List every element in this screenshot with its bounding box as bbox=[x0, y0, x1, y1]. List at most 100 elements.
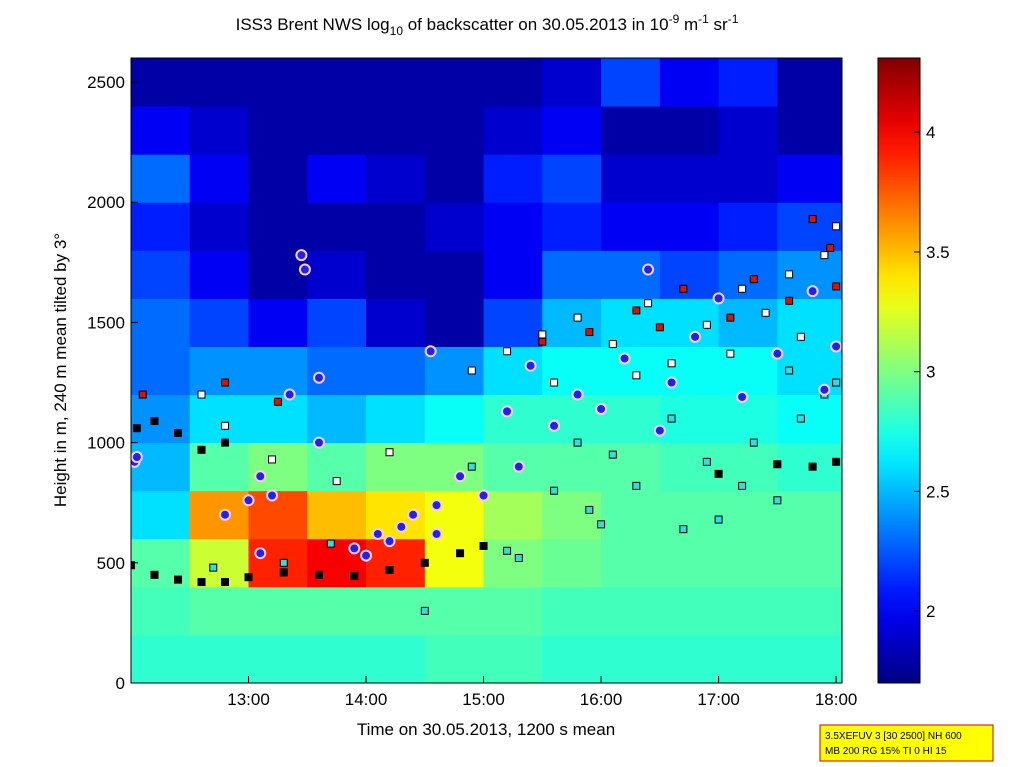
heat-cell bbox=[777, 538, 842, 588]
square-marker bbox=[667, 414, 676, 423]
square-marker bbox=[197, 390, 206, 399]
heat-cell bbox=[718, 394, 778, 444]
circle-marker bbox=[830, 340, 842, 353]
square-marker bbox=[315, 570, 324, 579]
heat-cell bbox=[718, 538, 778, 588]
circle-marker bbox=[424, 345, 437, 358]
square-marker bbox=[832, 457, 841, 466]
circle-marker bbox=[298, 263, 311, 276]
heat-cell bbox=[483, 106, 543, 155]
heat-cell bbox=[718, 202, 778, 251]
heat-cell bbox=[777, 106, 842, 155]
heat-cell bbox=[659, 586, 720, 636]
square-marker bbox=[244, 573, 253, 582]
heat-cell bbox=[542, 202, 602, 251]
annotation: 3.5XEFUV 3 [30 2500] NH 600 bbox=[825, 731, 962, 742]
square-marker bbox=[456, 549, 465, 558]
square-marker bbox=[573, 438, 582, 447]
heat-cell bbox=[777, 58, 842, 107]
heat-cell bbox=[424, 634, 485, 683]
square-marker bbox=[197, 445, 206, 454]
square-marker bbox=[538, 330, 547, 339]
heat-cell bbox=[601, 58, 661, 107]
circle-marker bbox=[348, 542, 361, 555]
heat-cell bbox=[601, 586, 661, 636]
heat-cell bbox=[131, 634, 191, 683]
heat-cell bbox=[659, 250, 720, 299]
square-marker bbox=[820, 251, 829, 260]
heat-cell bbox=[659, 538, 720, 588]
square-marker bbox=[273, 397, 282, 406]
heat-cell bbox=[659, 634, 720, 683]
square-marker bbox=[655, 323, 664, 332]
heat-cell bbox=[777, 202, 842, 251]
colorbar-tick-label: 4 bbox=[926, 123, 935, 142]
heat-cell bbox=[131, 442, 191, 492]
heat-cell bbox=[131, 58, 191, 107]
heat-cell bbox=[542, 58, 602, 107]
heat-cell bbox=[659, 154, 720, 203]
heat-cell bbox=[483, 58, 543, 107]
square-marker bbox=[385, 448, 394, 457]
x-tick-label: 17:00 bbox=[697, 690, 740, 709]
heat-cell bbox=[366, 250, 426, 299]
heat-cell bbox=[483, 394, 543, 444]
heat-cell bbox=[483, 250, 543, 299]
circle-marker bbox=[313, 371, 326, 384]
square-marker bbox=[644, 299, 653, 308]
heat-cell bbox=[189, 154, 250, 203]
square-marker bbox=[197, 578, 206, 587]
heat-cell bbox=[483, 538, 543, 588]
heat-cell bbox=[131, 250, 191, 299]
heat-cell bbox=[307, 250, 367, 299]
heat-cell bbox=[131, 202, 191, 251]
title-part: -1 bbox=[728, 12, 739, 26]
heat-cell bbox=[777, 586, 842, 636]
heat-cell bbox=[248, 586, 308, 636]
heat-cell bbox=[307, 586, 367, 636]
square-marker bbox=[326, 539, 335, 548]
y-tick-label: 1500 bbox=[87, 313, 125, 332]
heat-cell bbox=[131, 346, 191, 396]
heat-cell bbox=[366, 58, 426, 107]
colorbar-tick-label: 2 bbox=[926, 602, 935, 621]
heat-cell bbox=[777, 154, 842, 203]
heat-cell bbox=[718, 490, 778, 540]
colorbar-tick-label: 3 bbox=[926, 363, 935, 382]
heat-cell bbox=[659, 490, 720, 540]
heat-cell bbox=[718, 250, 778, 299]
square-marker bbox=[826, 243, 835, 252]
square-marker bbox=[632, 481, 641, 490]
heat-cell bbox=[131, 490, 191, 540]
square-marker bbox=[796, 414, 805, 423]
y-tick-label: 1000 bbox=[87, 434, 125, 453]
circle-marker bbox=[454, 470, 467, 483]
heat-cell bbox=[307, 394, 367, 444]
heat-cell bbox=[366, 298, 426, 347]
heat-cell bbox=[307, 346, 367, 396]
heat-cell bbox=[424, 298, 485, 347]
square-marker bbox=[132, 424, 141, 433]
square-marker bbox=[832, 222, 841, 231]
circle-marker bbox=[806, 285, 819, 298]
heat-cell bbox=[366, 442, 426, 492]
chart-title: ISS3 Brent NWS log10 of backscatter on 3… bbox=[236, 12, 739, 38]
square-marker bbox=[714, 515, 723, 524]
heat-cell bbox=[659, 202, 720, 251]
heat-cell bbox=[424, 58, 485, 107]
heat-cell bbox=[189, 346, 250, 396]
square-marker bbox=[550, 486, 559, 495]
square-marker bbox=[679, 284, 688, 293]
square-marker bbox=[150, 416, 159, 425]
square-marker bbox=[503, 546, 512, 555]
circle-marker bbox=[571, 388, 584, 401]
heat-cell bbox=[307, 154, 367, 203]
circle-marker bbox=[283, 388, 296, 401]
heat-cell bbox=[601, 490, 661, 540]
square-marker bbox=[221, 578, 230, 587]
circle-marker bbox=[254, 547, 267, 560]
heat-cell bbox=[542, 250, 602, 299]
heat-cell bbox=[248, 634, 308, 683]
square-marker bbox=[479, 541, 488, 550]
heat-cell bbox=[424, 154, 485, 203]
